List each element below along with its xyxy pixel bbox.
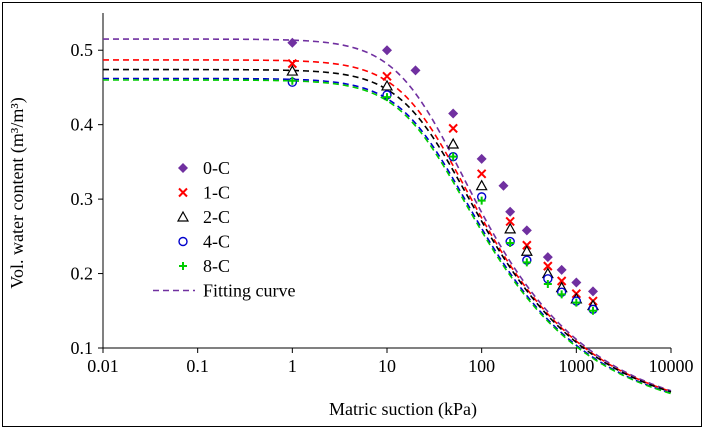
data-point-0-C [448,108,459,119]
data-point-1-C [505,216,515,227]
data-point-8-C [383,93,391,102]
legend-marker-1-C [178,187,188,198]
y-tick-label: 0.2 [71,264,94,284]
data-point-0-C [410,65,421,76]
data-point-8-C [522,258,531,267]
y-axis-label: Vol. water content (m³/m³) [7,97,28,288]
chart-frame: 0.01 0.1 1 10 100 1000 10000 0.1 0.2 0.3 0.4 0.5 0-… [2,2,702,427]
legend-label-4-C: 4-C [203,232,230,252]
legend: 0-C 1-C 2-C 4-C 8-C Fitting curve [153,158,296,301]
legend-label-0-C: 0-C [203,158,230,178]
legend-label-1-C: 1-C [203,183,230,203]
data-point-2-C [504,222,517,234]
data-point-0-C [505,206,516,217]
x-tick-label: 0.01 [87,356,119,376]
data-point-1-C [556,276,567,286]
legend-marker-4-C [178,236,188,247]
data-point-1-C [382,71,392,81]
data-point-8-C [449,152,458,161]
legend-marker-8-C [179,262,187,270]
y-tick-label: 0.3 [71,189,94,209]
data-point-1-C [287,58,298,69]
data-point-8-C [557,290,566,299]
data-point-0-C [476,153,487,164]
x-tick-label: 0.1 [186,356,209,376]
fitting-curves [103,38,672,395]
fitting-curve-4-C [103,77,672,394]
y-tick-label: 0.4 [71,115,94,135]
data-point-0-C [556,264,567,275]
data-point-0-C [287,37,298,48]
data-point-1-C [448,123,458,134]
x-tick-label: 10 [378,356,396,376]
y-tick-label: 0.5 [71,40,94,60]
x-tick-label: 1000 [558,356,594,376]
data-point-8-C [506,239,515,248]
data-point-8-C [288,76,297,85]
data-point-8-C [543,279,552,288]
data-point-2-C [520,244,533,256]
data-point-2-C [286,64,299,76]
x-tick-label: 1 [288,356,297,376]
legend-label-8-C: 8-C [203,256,230,276]
legend-label-2-C: 2-C [203,207,230,227]
data-point-8-C [477,196,486,205]
fitting-curve-1-C [103,59,672,393]
legend-marker-0-C [178,163,188,173]
legend-label-fitting-curve: Fitting curve [203,281,296,301]
data-point-0-C [521,225,532,236]
data-point-2-C [380,79,394,91]
fitting-curve-0-C [103,38,672,392]
data-point-8-C [589,306,598,315]
x-axis-label: Matric suction (kPa) [329,399,477,420]
legend-marker-2-C [176,210,190,222]
x-tick-label: 10000 [649,356,694,376]
data-point-1-C [543,261,553,271]
data-point-2-C [447,137,460,149]
data-point-0-C [542,252,553,263]
y-tick-label: 0.1 [71,338,94,358]
data-points [286,37,600,315]
data-point-8-C [572,298,581,307]
data-point-2-C [475,179,488,191]
fitting-curve-2-C [103,68,672,393]
data-point-0-C [382,45,392,56]
fitting-curve-8-C [103,79,672,395]
x-tick-label: 100 [468,356,495,376]
data-point-0-C [498,180,509,191]
data-point-0-C [588,286,599,297]
data-point-1-C [476,169,487,179]
data-point-0-C [571,277,582,288]
